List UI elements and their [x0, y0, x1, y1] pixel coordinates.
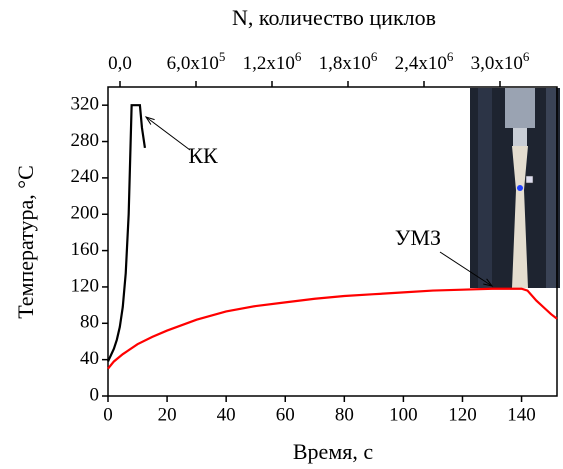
x-tick-label: 20	[158, 404, 177, 425]
annotation-arrow	[439, 251, 493, 287]
x2-tick-text: 1,2x10	[243, 53, 295, 74]
annotation-arrow	[145, 116, 191, 151]
y-tick-label: 160	[71, 239, 100, 260]
y-tick-label: 320	[71, 94, 100, 115]
y-tick-label: 120	[71, 275, 100, 296]
series-label: КК	[188, 143, 218, 168]
x-tick-label: 0	[103, 404, 113, 425]
inset-photo	[470, 88, 560, 288]
plot-frame	[107, 86, 558, 397]
x-tick-label: 60	[276, 404, 295, 425]
x2-tick-text: 6,0x10	[167, 53, 219, 74]
x2-tick-text: 3,0x10	[471, 53, 523, 74]
series-label: УМЗ	[395, 225, 441, 250]
y-axis-title: Температура, °С	[13, 165, 38, 319]
x-tick-label: 140	[507, 404, 536, 425]
y-tick-label: 40	[80, 348, 99, 369]
y-tick-label: 80	[80, 312, 99, 333]
x2-tick-label: 0,0	[108, 53, 132, 74]
arrow-head	[483, 278, 494, 287]
x2-tick-exponent: 5	[219, 49, 226, 64]
x2-tick-exponent: 6	[371, 49, 378, 64]
data-line	[107, 104, 147, 362]
x-tick-label: 100	[389, 404, 418, 425]
data-line	[107, 287, 558, 370]
x2-tick-text: 1,8x10	[319, 53, 371, 74]
x2-tick-exponent: 6	[447, 49, 454, 64]
x-axis-title: Время, с	[293, 439, 373, 464]
x2-tick-exponent: 6	[523, 49, 530, 64]
arrow-head	[144, 116, 155, 125]
y-tick-label: 0	[90, 384, 100, 405]
x2-tick-text: 0,0	[108, 53, 132, 74]
y-tick-label: 240	[71, 166, 100, 187]
x-tick-label: 40	[217, 404, 236, 425]
x2-axis-title: N, количество циклов	[232, 5, 436, 30]
x2-tick-label: 1,2x106	[243, 49, 302, 74]
x-tick-label: 80	[335, 404, 354, 425]
x2-tick-label: 6,0x105	[167, 49, 226, 74]
x-tick-label: 120	[448, 404, 477, 425]
y-tick-label: 280	[71, 130, 100, 151]
y-tick-label: 200	[71, 203, 100, 224]
x2-tick-label: 3,0x106	[471, 49, 530, 74]
x2-tick-exponent: 6	[295, 49, 302, 64]
x2-tick-text: 2,4x10	[395, 53, 447, 74]
x2-tick-label: 1,8x106	[319, 49, 378, 74]
x2-tick-label: 2,4x106	[395, 49, 454, 74]
